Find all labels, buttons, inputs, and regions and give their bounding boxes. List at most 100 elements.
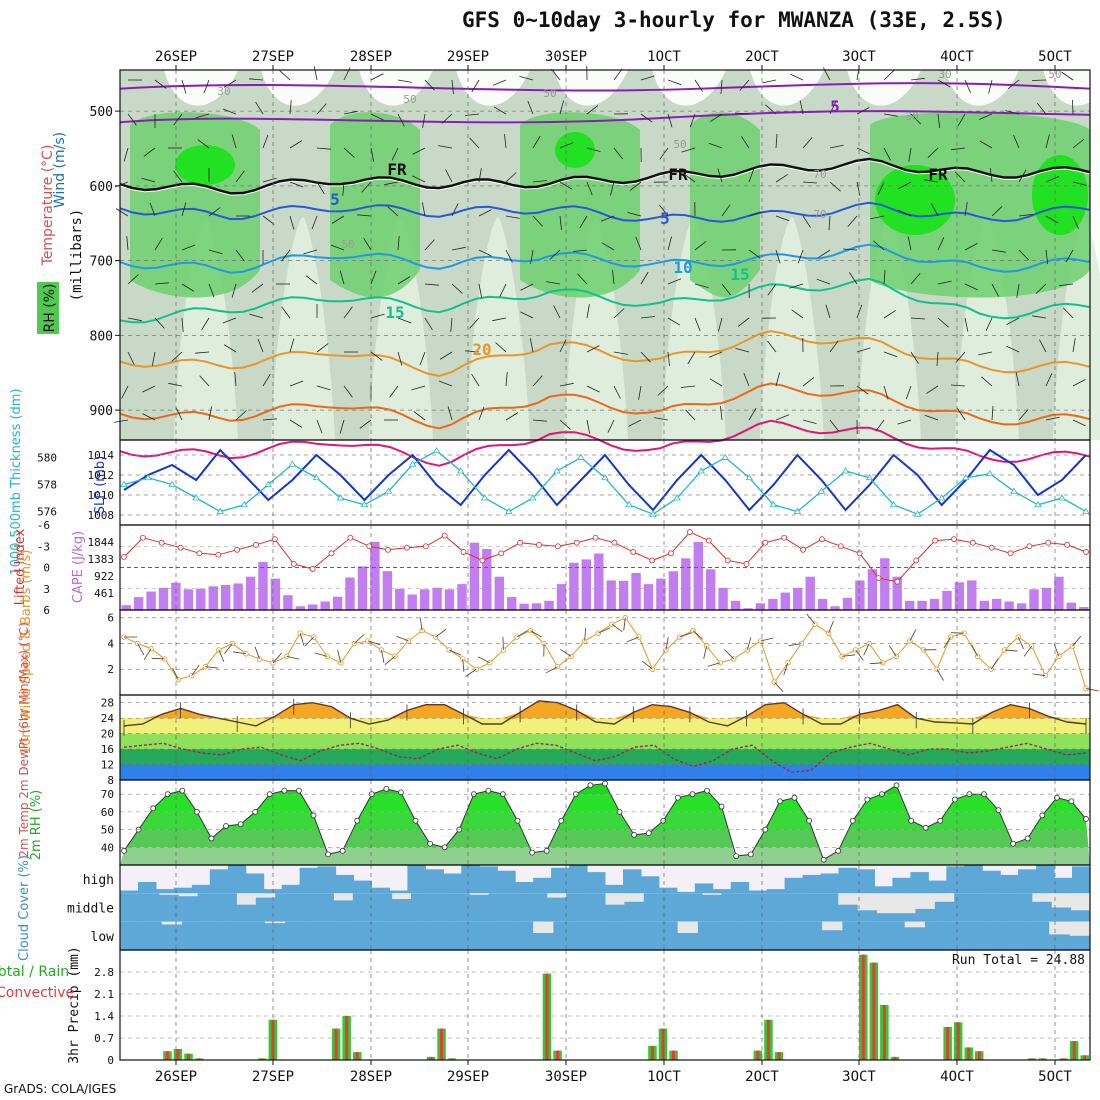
- cloud-cover-bar: [863, 921, 885, 950]
- wind-barb: [311, 215, 318, 230]
- cloud-cover-bar: [275, 893, 296, 922]
- cloud-cover-bar: [197, 893, 218, 922]
- precip-convective-bar: [1062, 1058, 1066, 1060]
- wind-tick-label: 2: [107, 663, 114, 676]
- temp2m-axis-label: 2m Temp 2m DewPt (6hr Min/Max) (°C): [17, 622, 31, 857]
- lifted-index-marker: [121, 553, 127, 560]
- cape-bar: [556, 584, 567, 610]
- wind-barb: [305, 275, 318, 285]
- bottom-date-label: 26SEP: [155, 1069, 197, 1085]
- wind-barb: [1065, 249, 1074, 263]
- precip-tick-label: 2.1: [94, 988, 114, 1001]
- rh-2m-marker: [121, 847, 127, 854]
- wind-barb: [173, 113, 183, 126]
- wind-barb: [746, 637, 752, 651]
- wind-barb: [255, 101, 264, 115]
- precip-convective-bar: [1030, 1058, 1034, 1060]
- wind-barb: [197, 139, 210, 149]
- wind-barb: [224, 643, 233, 654]
- rh-dry-plume: [271, 217, 335, 440]
- wind-barb: [909, 629, 917, 642]
- cloud-cover-bar: [546, 897, 567, 922]
- cloud-cover-bar: [656, 921, 678, 950]
- wind-barb: [384, 656, 396, 666]
- cape-bar: [1004, 601, 1014, 610]
- wind-barb: [262, 177, 277, 183]
- wind-barb: [654, 417, 669, 421]
- cloud-cover-bar: [730, 882, 750, 894]
- wind-barb: [883, 70, 895, 81]
- wind-barb: [869, 662, 883, 665]
- wind-barb: [181, 79, 187, 94]
- legend-convective: Convective: [0, 985, 74, 1001]
- wind-barb: [950, 384, 966, 387]
- lifted-index-marker: [479, 557, 486, 564]
- rh-dry-plume: [466, 217, 530, 440]
- cloud-cover-bar: [391, 899, 412, 922]
- thickness-marker: [769, 500, 778, 508]
- wind-barb: [262, 418, 277, 421]
- wind-barb: [370, 113, 384, 121]
- lifted-index-marker: [705, 537, 712, 544]
- wind-barb: [299, 633, 305, 646]
- contour-label: 50: [403, 93, 416, 106]
- wind-barb: [775, 249, 781, 264]
- wind-barb: [181, 283, 195, 292]
- cloud-cover-bar: [449, 893, 470, 922]
- lifted-index-marker: [1026, 543, 1033, 550]
- wind-barb: [828, 620, 834, 634]
- cloud-cover-bar: [615, 921, 637, 950]
- wind-barb: [397, 351, 403, 366]
- wind-barb: [222, 108, 237, 115]
- thickness-marker: [240, 500, 248, 508]
- wind-barb: [613, 308, 625, 319]
- cloud-cover-bar: [663, 893, 684, 922]
- rh-2m-marker: [951, 796, 958, 803]
- panel-slp-bg: [120, 440, 1090, 525]
- wind-barb: [964, 283, 978, 291]
- wind-barb: [767, 283, 777, 296]
- bottom-date-label: 4OCT: [940, 1069, 974, 1085]
- wind-barb: [370, 73, 384, 81]
- temp-2m-line: [123, 700, 1087, 727]
- wind-barb: [720, 406, 723, 421]
- wind-barb: [924, 179, 939, 183]
- precip-axis-label: 3hr Precip (mm): [67, 946, 82, 1063]
- wind-barb: [478, 656, 491, 664]
- wind-barb: [424, 79, 435, 91]
- wind-barb: [1045, 176, 1060, 183]
- cloud-cover-bar: [120, 890, 139, 894]
- wind-barb: [990, 658, 999, 670]
- top-date-label: 5OCT: [1038, 49, 1072, 65]
- thickness-marker: [529, 494, 537, 501]
- lifted-index-marker: [366, 543, 373, 550]
- wind-barb: [612, 270, 615, 285]
- temp-tick-label: 28: [101, 697, 114, 710]
- lifted-index-marker: [630, 549, 637, 555]
- wind-barb: [421, 202, 426, 217]
- wind-barb: [586, 419, 591, 434]
- wind-barb: [737, 317, 750, 327]
- wind-barb: [665, 637, 669, 650]
- rh-dry-top: [164, 70, 238, 106]
- cloud-cover-bar: [333, 900, 354, 922]
- precip-convective-bar: [345, 1016, 349, 1060]
- lifted-index-tick-label: 3: [43, 583, 50, 596]
- cloud-cover-bar: [1000, 874, 1019, 894]
- wind-barb: [316, 147, 331, 150]
- cape-bar: [345, 577, 355, 610]
- cloud-cover-bar: [779, 893, 800, 922]
- cape-bar: [929, 598, 940, 610]
- wind-barb: [1085, 688, 1099, 692]
- wind-barb: [289, 338, 295, 353]
- cloud-cover-bar: [264, 923, 286, 950]
- cloud-cover-bar: [676, 891, 696, 894]
- wind-barb: [943, 636, 951, 649]
- cloud-cover-bar: [553, 921, 575, 950]
- wind-barb: [610, 181, 615, 196]
- wind-barb: [208, 283, 215, 298]
- wind-barb: [957, 408, 966, 421]
- bottom-date-label: 29SEP: [447, 1069, 489, 1085]
- cloud-cover-bar: [915, 908, 936, 922]
- wind-barb: [208, 249, 223, 255]
